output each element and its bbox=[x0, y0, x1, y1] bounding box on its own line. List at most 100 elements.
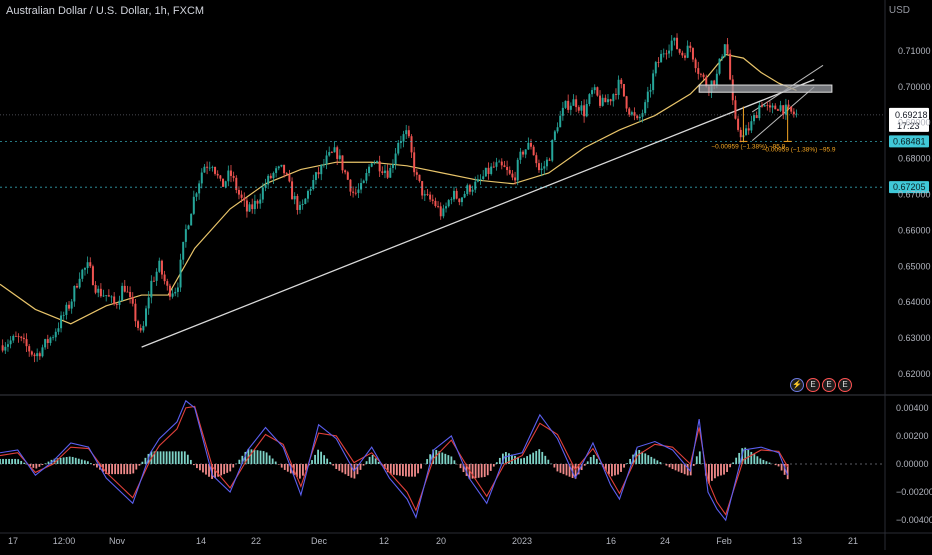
candle-body bbox=[145, 308, 147, 325]
candle-body bbox=[764, 105, 766, 106]
histogram-bar bbox=[111, 464, 113, 474]
histogram-bar bbox=[66, 457, 68, 464]
histogram-bar bbox=[475, 464, 477, 478]
histogram-bar bbox=[117, 464, 119, 474]
time-tick-label: 12:00 bbox=[53, 536, 76, 546]
candle-body bbox=[291, 181, 293, 199]
candle-body bbox=[676, 38, 678, 49]
histogram-bar bbox=[238, 460, 240, 464]
histogram-bar bbox=[393, 464, 395, 475]
histogram-bar bbox=[675, 464, 677, 470]
time-tick-label: 17 bbox=[8, 536, 18, 546]
candle-body bbox=[10, 340, 12, 344]
histogram-bar bbox=[523, 458, 525, 464]
event-flag-icon[interactable]: E bbox=[822, 378, 836, 392]
histogram-bar bbox=[323, 455, 325, 464]
candle-body bbox=[182, 242, 184, 260]
histogram-bar bbox=[490, 464, 492, 471]
histogram-bar bbox=[693, 464, 695, 466]
candle-body bbox=[551, 140, 553, 161]
histogram-bar bbox=[775, 464, 777, 465]
candle-body bbox=[118, 301, 120, 305]
histogram-bar bbox=[650, 457, 652, 464]
histogram-bar bbox=[341, 464, 343, 472]
histogram-bar bbox=[181, 451, 183, 464]
histogram-bar bbox=[93, 464, 95, 465]
event-flag-icon[interactable]: E bbox=[838, 378, 852, 392]
histogram-bar bbox=[420, 464, 422, 469]
candle-body bbox=[254, 201, 256, 209]
candle-body bbox=[687, 46, 689, 58]
histogram-bar bbox=[278, 464, 280, 465]
histogram-bar bbox=[590, 457, 592, 464]
candle-body bbox=[557, 127, 559, 131]
histogram-bar bbox=[641, 452, 643, 464]
histogram-bar bbox=[202, 464, 204, 472]
histogram-bar bbox=[11, 459, 13, 464]
candle-body bbox=[288, 174, 290, 181]
candle-body bbox=[219, 175, 221, 178]
histogram-bar bbox=[587, 461, 589, 464]
candle-body bbox=[209, 168, 211, 169]
candle-body bbox=[612, 94, 614, 101]
histogram-bar bbox=[347, 464, 349, 476]
histogram-bar bbox=[656, 460, 658, 464]
candle-body bbox=[41, 347, 43, 356]
histogram-bar bbox=[617, 464, 619, 475]
candle-body bbox=[103, 296, 105, 297]
candle-body bbox=[472, 190, 474, 192]
candle-body bbox=[689, 46, 691, 48]
histogram-bar bbox=[626, 463, 628, 464]
candle-body bbox=[477, 179, 479, 181]
candle-body bbox=[31, 351, 33, 354]
histogram-bar bbox=[266, 452, 268, 464]
candle-body bbox=[748, 128, 750, 130]
level-label: 0.68481 bbox=[893, 136, 926, 146]
candle-body bbox=[411, 136, 413, 152]
signal-line bbox=[0, 406, 788, 514]
histogram-bar bbox=[314, 455, 316, 464]
histogram-bar bbox=[145, 458, 147, 464]
candle-body bbox=[188, 225, 190, 229]
histogram-bar bbox=[547, 460, 549, 464]
candle-body bbox=[87, 262, 89, 268]
candle-body bbox=[570, 106, 572, 110]
candle-body bbox=[108, 295, 110, 296]
candle-body bbox=[214, 167, 216, 174]
candle-body bbox=[525, 149, 527, 154]
histogram-bar bbox=[478, 464, 480, 478]
histogram-bar bbox=[781, 464, 783, 471]
histogram-bar bbox=[184, 451, 186, 464]
histogram-bar bbox=[196, 464, 198, 468]
candle-body bbox=[440, 206, 442, 216]
histogram-bar bbox=[753, 454, 755, 464]
candle-body bbox=[421, 181, 423, 195]
candle-body bbox=[331, 152, 333, 153]
candle-body bbox=[514, 177, 516, 180]
candle-body bbox=[347, 172, 349, 179]
candle-body bbox=[18, 336, 20, 337]
candle-body bbox=[395, 154, 397, 165]
candle-body bbox=[623, 84, 625, 96]
histogram-bar bbox=[32, 464, 34, 468]
flash-icon[interactable]: ⚡ bbox=[790, 378, 804, 392]
histogram-bar bbox=[81, 460, 83, 464]
event-badges[interactable]: ⚡ E E E bbox=[790, 378, 852, 392]
candle-body bbox=[660, 54, 662, 63]
histogram-bar bbox=[232, 464, 234, 468]
event-flag-icon[interactable]: E bbox=[806, 378, 820, 392]
histogram-bar bbox=[96, 464, 98, 467]
candle-body bbox=[172, 293, 174, 296]
histogram-bar bbox=[366, 461, 368, 464]
candle-body bbox=[71, 302, 73, 309]
histogram-bar bbox=[257, 450, 259, 464]
candle-body bbox=[639, 117, 641, 118]
candle-body bbox=[26, 339, 28, 346]
time-tick-label: Dec bbox=[311, 536, 328, 546]
candle-body bbox=[153, 281, 155, 282]
candle-body bbox=[488, 168, 490, 174]
candle-body bbox=[448, 200, 450, 206]
candle-body bbox=[222, 179, 224, 187]
